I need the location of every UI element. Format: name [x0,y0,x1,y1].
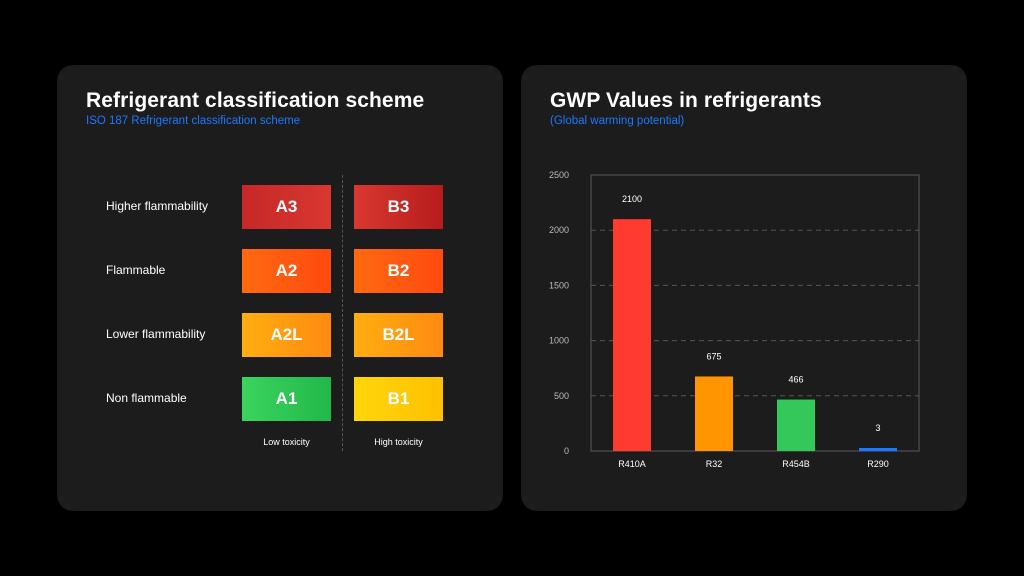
row-label-lower-flammability: Lower flammability [106,327,206,341]
class-cell-b2l: B2L [354,313,443,357]
data-label-r410a: 2100 [622,194,642,204]
gwp-subtitle: (Global warming potential) [550,115,685,127]
x-tick-label-r410a: R410A [618,459,646,469]
row-label-flammable: Flammable [106,263,166,277]
class-cell-a2: A2 [242,249,331,293]
data-label-r32: 675 [706,351,721,361]
bar-r410a [613,219,651,451]
data-label-r454b: 466 [788,375,803,385]
class-cell-a3: A3 [242,185,331,229]
row-label-non-flammable: Non flammable [106,391,187,405]
data-label-r290: 3 [875,423,880,433]
y-tick-label-1000: 1000 [549,336,569,346]
y-tick-label-2000: 2000 [549,225,569,235]
class-cell-b2: B2 [354,249,443,293]
y-tick-label-1500: 1500 [549,280,569,290]
x-tick-label-r290: R290 [867,459,889,469]
classification-title: Refrigerant classification scheme [86,89,425,112]
column-label-high-toxicity: High toxicity [374,437,423,447]
y-tick-label-2500: 2500 [549,170,569,180]
bar-r32 [695,376,733,451]
class-cell-a2l: A2L [242,313,331,357]
bar-r454b [777,399,815,451]
bar-r290 [859,448,897,451]
toxicity-divider [342,175,343,451]
class-cell-a1: A1 [242,377,331,421]
y-tick-label-500: 500 [554,391,569,401]
gwp-title: GWP Values in refrigerants [550,89,822,112]
class-cell-b3: B3 [354,185,443,229]
x-tick-label-r32: R32 [706,459,723,469]
gwp-bar-chart: 0 500 1000 1500 2000 2500 2100 R410A 675 R32 466 R4… [549,170,920,469]
class-cell-b1: B1 [354,377,443,421]
y-tick-label-0: 0 [564,446,569,456]
gwp-panel: GWP Values in refrigerants (Global warmi… [521,65,967,511]
row-label-higher-flammability: Higher flammability [106,199,209,213]
column-label-low-toxicity: Low toxicity [263,437,310,447]
x-tick-label-r454b: R454B [782,459,810,469]
classification-subtitle: ISO 187 Refrigerant classification schem… [86,115,301,127]
classification-panel: Refrigerant classification scheme ISO 18… [57,65,503,511]
plot-frame [590,174,920,452]
